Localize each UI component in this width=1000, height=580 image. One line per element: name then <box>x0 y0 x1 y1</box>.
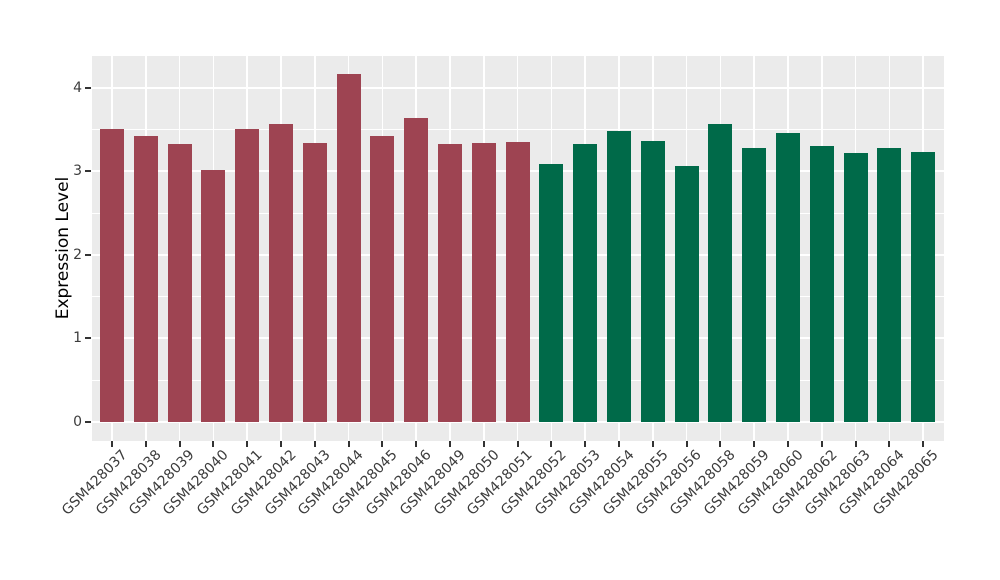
bar-GSM428050 <box>471 142 496 422</box>
bar-GSM428053 <box>573 144 598 422</box>
bar-GSM428041 <box>235 129 260 422</box>
y-tick-label: 3 <box>73 163 82 180</box>
bar-GSM428046 <box>404 117 429 422</box>
y-axis-tick <box>85 86 91 89</box>
x-axis-tick <box>111 441 113 447</box>
gridline-major <box>91 86 944 89</box>
x-axis-tick <box>618 441 620 447</box>
bar-GSM428049 <box>438 143 462 422</box>
gridline-minor <box>91 128 944 130</box>
bar-GSM428038 <box>133 136 158 422</box>
x-axis-tick <box>550 441 553 447</box>
x-axis-tick <box>922 441 925 447</box>
y-axis-tick <box>85 253 91 256</box>
bar-GSM428054 <box>607 131 631 422</box>
x-axis-tick <box>347 441 350 447</box>
x-axis-tick <box>820 441 823 447</box>
plot-panel <box>91 56 944 441</box>
x-axis-tick <box>854 441 857 447</box>
x-axis-tick <box>584 441 587 447</box>
bar-GSM428051 <box>505 141 530 422</box>
bar-GSM428059 <box>742 147 767 422</box>
x-axis-tick <box>516 441 519 447</box>
y-axis-tick <box>85 421 91 423</box>
bar-GSM428040 <box>201 170 226 422</box>
x-axis-tick <box>144 441 147 447</box>
x-axis-tick <box>753 441 756 447</box>
y-axis-tick <box>85 170 91 173</box>
x-axis-tick <box>246 441 249 447</box>
bar-GSM428045 <box>370 136 395 422</box>
x-axis-tick <box>449 441 451 447</box>
bar-GSM428042 <box>269 123 293 422</box>
x-axis-tick <box>719 441 722 447</box>
bar-GSM428063 <box>843 152 868 422</box>
y-tick-label: 4 <box>73 79 82 96</box>
y-axis-tick <box>85 337 91 340</box>
x-axis-tick <box>651 441 654 447</box>
x-axis-tick <box>313 441 316 447</box>
x-axis-tick <box>178 441 181 447</box>
bar-GSM428039 <box>167 143 192 422</box>
x-axis-tick <box>787 441 789 447</box>
bar-GSM428065 <box>911 151 936 422</box>
x-axis-tick <box>212 441 215 447</box>
x-axis-tick <box>381 441 384 447</box>
y-tick-label: 1 <box>73 330 82 347</box>
bar-GSM428058 <box>708 124 733 422</box>
bar-GSM428043 <box>302 142 327 422</box>
bar-GSM428052 <box>539 163 564 422</box>
bar-GSM428055 <box>640 141 665 422</box>
x-axis-tick <box>888 441 891 447</box>
x-axis-tick <box>415 441 418 447</box>
bar-GSM428056 <box>674 166 699 422</box>
bar-GSM428062 <box>809 146 834 422</box>
gridline-major <box>91 421 944 423</box>
x-axis-tick <box>685 441 688 447</box>
y-tick-label: 2 <box>73 246 82 263</box>
bar-GSM428064 <box>877 147 902 422</box>
bar-GSM428044 <box>336 74 361 422</box>
bar-GSM428037 <box>100 129 124 422</box>
x-axis-tick <box>482 441 485 447</box>
x-axis-tick <box>280 441 282 447</box>
bar-GSM428060 <box>776 132 800 422</box>
y-tick-label: 0 <box>73 414 82 430</box>
